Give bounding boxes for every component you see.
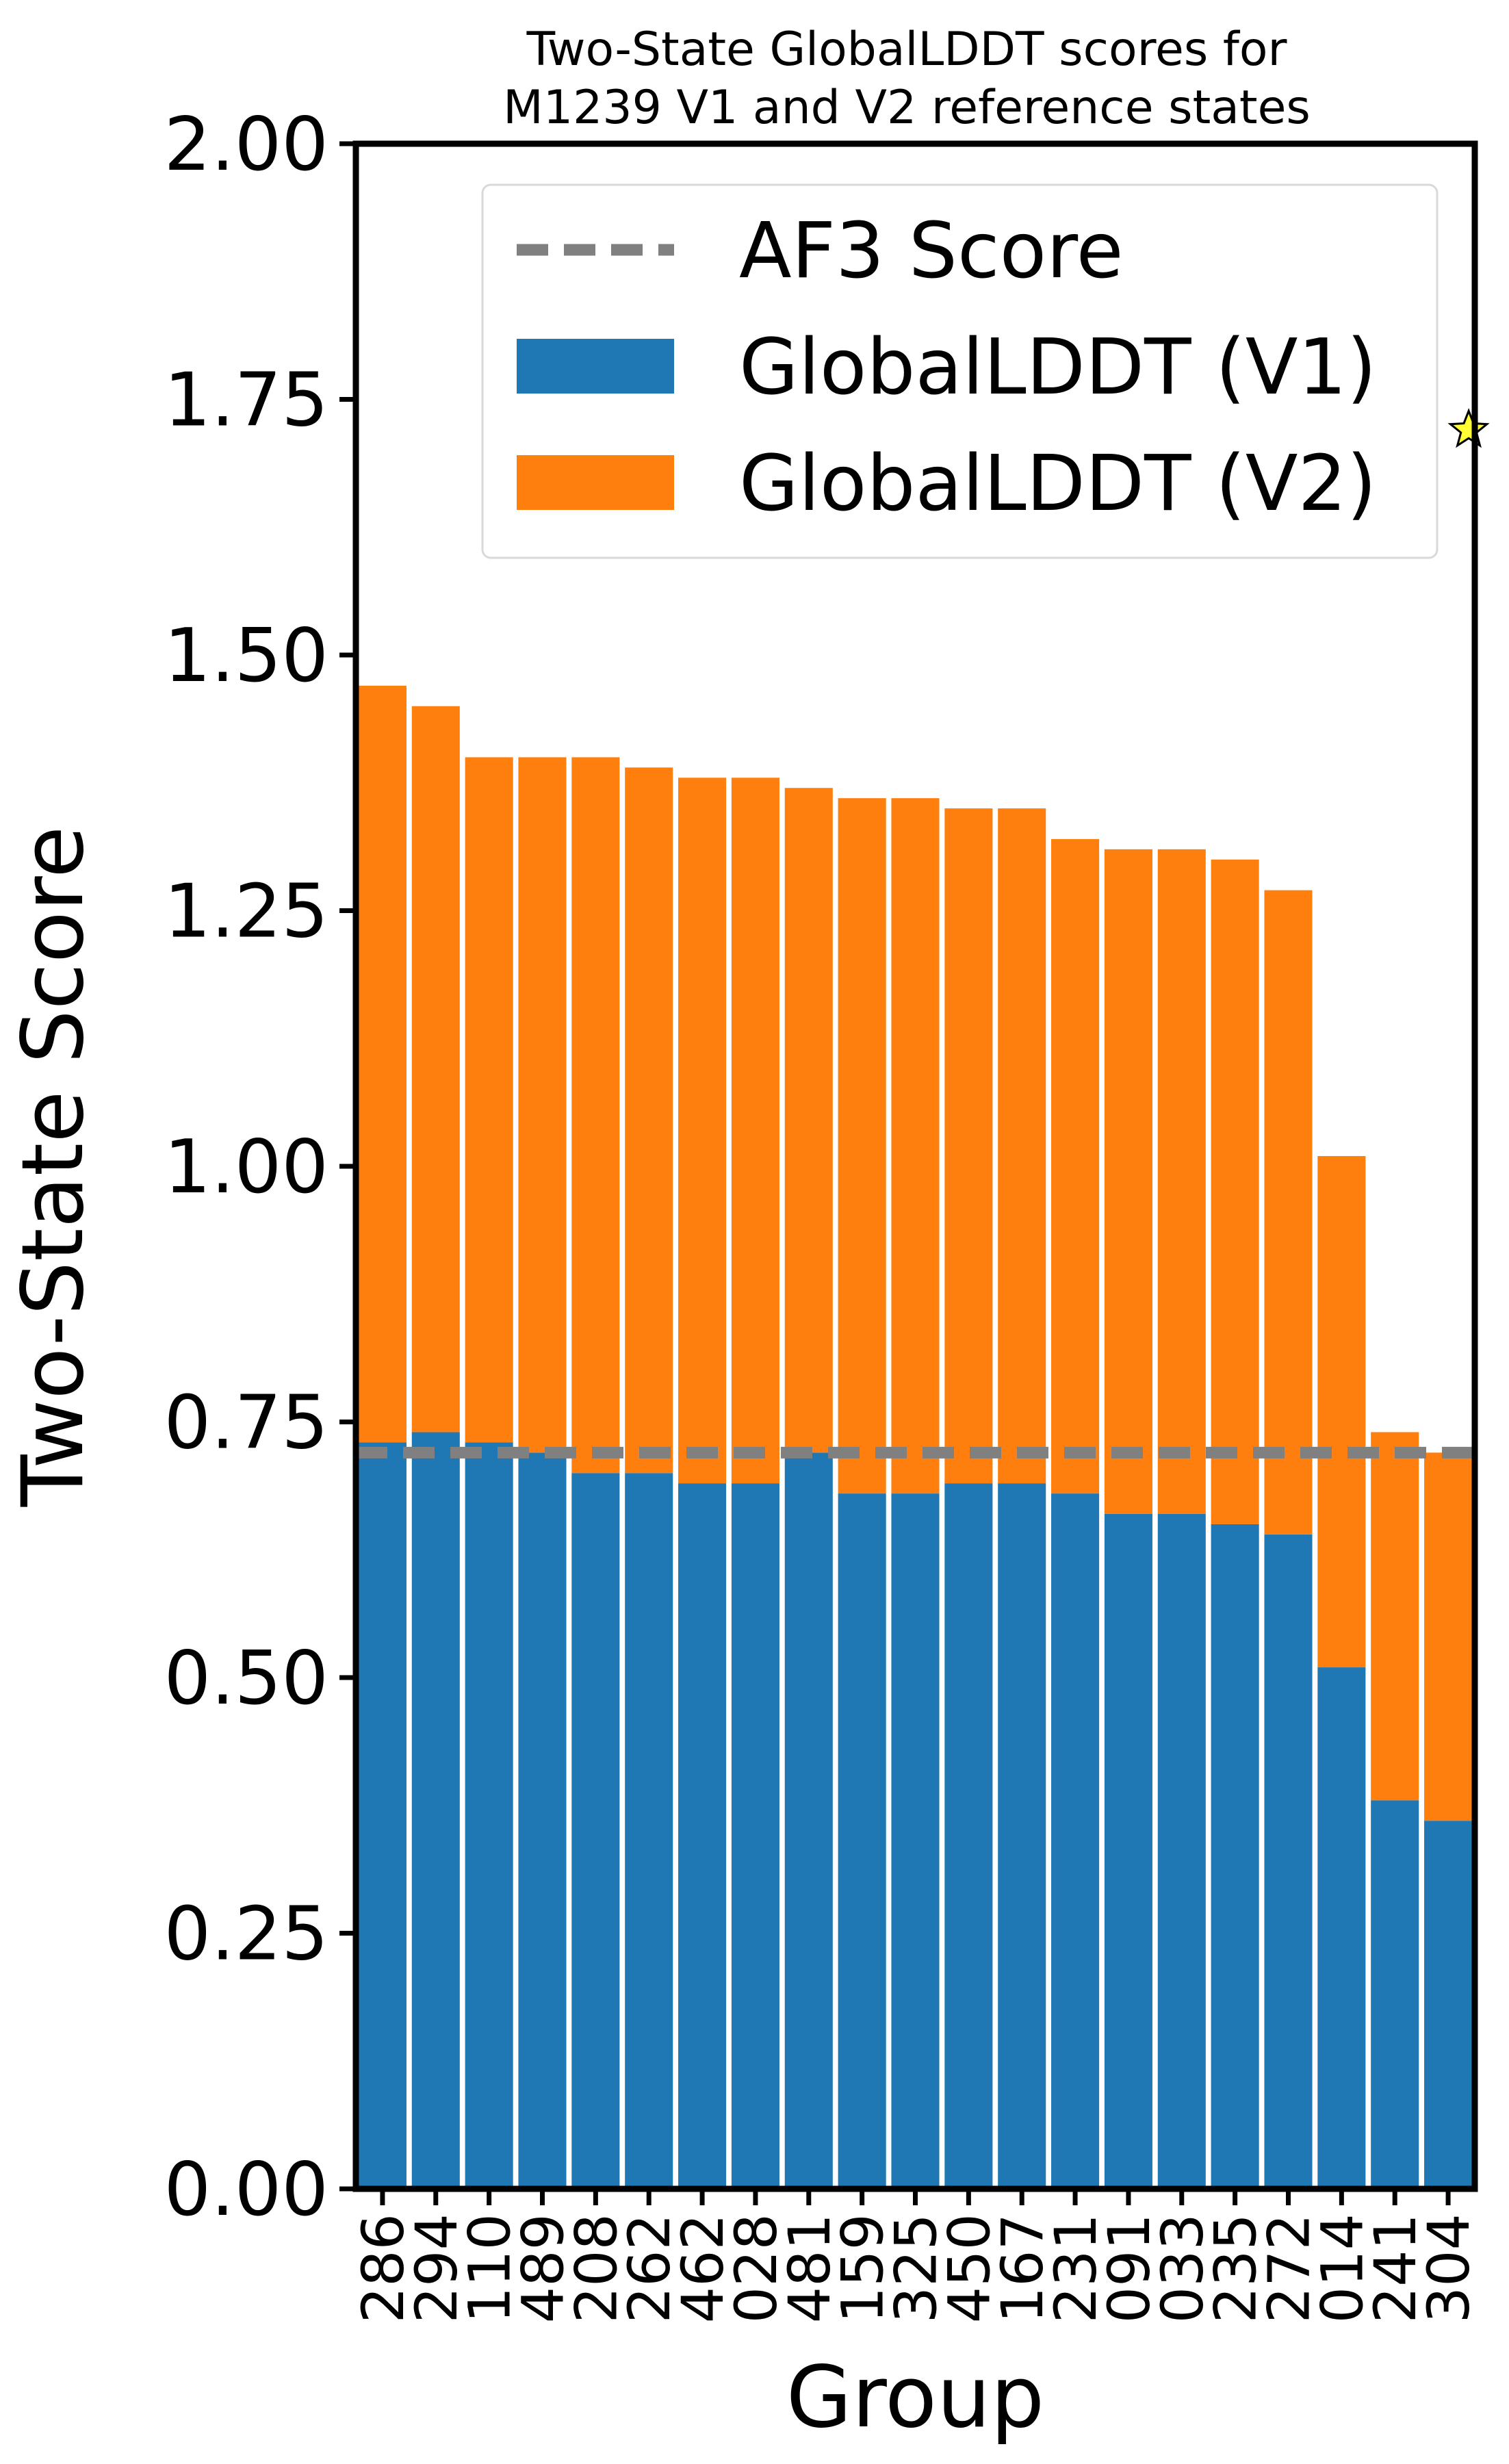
star-marker [1447,408,1490,448]
bar-462-v2 [678,778,727,1484]
y-tick-label: 2.00 [164,102,328,188]
x-tick-label-167: 167 [989,2213,1056,2323]
bar-235-v1 [1211,1524,1259,2189]
bar-241-v2 [1371,1432,1419,1801]
x-tick-label-462: 462 [669,2213,736,2323]
bar-110-v1 [465,1442,513,2189]
bar-304-v2 [1424,1452,1473,1821]
bar-014-v1 [1317,1667,1366,2189]
bar-231-v1 [1051,1493,1100,2189]
bar-286-v1 [358,1442,407,2189]
bar-159-v2 [838,798,886,1494]
star-marker-group [1447,408,1490,448]
x-tick-label-489: 489 [510,2213,577,2323]
x-tick-label-159: 159 [829,2213,897,2323]
bars [358,685,1473,2189]
y-tick-label: 0.75 [164,1381,328,1466]
bar-167-v2 [998,808,1046,1484]
legend: AF3 Score GlobalLDDT (V1) GlobalLDDT (V2… [481,183,1439,559]
bar-481-v2 [784,788,833,1453]
bar-286-v2 [358,685,407,1443]
bar-481-v1 [784,1452,833,2189]
legend-label-globallddt-v2: GlobalLDDT (V2) [739,439,1376,528]
chart-title-line-1: Two-State GlobalLDDT scores for [526,23,1287,77]
x-tick-label-481: 481 [776,2213,843,2323]
x-tick-label-272: 272 [1256,2213,1323,2323]
y-axis: 0.00 0.25 0.50 0.75 1.00 1.25 1.50 1.75 2.00 [164,102,356,2233]
x-tick-label-325: 325 [883,2213,950,2323]
bar-272-v1 [1264,1534,1313,2189]
bar-241-v1 [1371,1800,1419,2189]
plot-area [356,408,1490,2189]
y-tick-label: 1.50 [164,613,328,699]
y-axis-label: Two-State Score [4,826,103,1507]
bar-208-v1 [571,1473,620,2189]
x-tick-label-241: 241 [1362,2213,1429,2323]
bar-272-v2 [1264,890,1313,1535]
bar-325-v2 [891,798,940,1494]
y-tick-label: 0.25 [164,1892,328,1977]
x-tick-label-304: 304 [1415,2213,1482,2323]
x-tick-label-294: 294 [403,2213,470,2323]
y-tick-label: 1.25 [164,869,328,955]
bar-294-v2 [411,706,460,1433]
bar-262-v2 [625,767,673,1474]
legend-box [481,183,1439,559]
bar-014-v2 [1317,1156,1366,1668]
bar-159-v1 [838,1493,886,2189]
x-tick-label-450: 450 [936,2213,1003,2323]
x-tick-label-262: 262 [616,2213,683,2323]
bar-028-v2 [731,778,779,1484]
bar-091-v1 [1104,1513,1152,2189]
x-axis: 2862941104892082624620284811593254501672… [350,2189,1482,2323]
bar-091-v2 [1104,849,1152,1514]
bar-262-v1 [625,1473,673,2189]
bar-462-v1 [678,1483,727,2189]
bar-325-v1 [891,1493,940,2189]
y-tick-label: 1.00 [164,1125,328,1210]
x-tick-label-110: 110 [456,2213,524,2323]
y-tick-label: 0.00 [164,2147,328,2233]
y-tick-label: 1.75 [164,358,328,444]
legend-swatch-globallddt-v2 [517,455,674,510]
bar-028-v1 [731,1483,779,2189]
x-tick-label-091: 091 [1096,2213,1163,2323]
bar-231-v2 [1051,838,1100,1494]
bar-489-v1 [518,1452,567,2189]
x-axis-label: Group [786,2348,1045,2447]
x-tick-label-208: 208 [563,2213,630,2323]
legend-swatch-globallddt-v1 [517,339,674,394]
bar-489-v2 [518,757,567,1453]
x-tick-label-231: 231 [1042,2213,1109,2323]
x-tick-label-028: 028 [723,2213,790,2323]
bar-235-v2 [1211,859,1259,1524]
bar-450-v2 [944,808,993,1484]
bar-033-v1 [1157,1513,1206,2189]
x-tick-label-014: 014 [1308,2213,1376,2323]
bar-110-v2 [465,757,513,1443]
bar-033-v2 [1157,849,1206,1514]
x-tick-label-033: 033 [1149,2213,1216,2323]
chart-title-line-2: M1239 V1 and V2 reference states [503,81,1311,135]
bar-304-v1 [1424,1821,1473,2189]
x-tick-label-235: 235 [1202,2213,1269,2323]
legend-label-af3-score: AF3 Score [739,207,1124,296]
bar-208-v2 [571,757,620,1474]
bar-450-v1 [944,1483,993,2189]
legend-label-globallddt-v1: GlobalLDDT (V1) [739,323,1376,412]
bar-294-v1 [411,1432,460,2189]
bar-167-v1 [998,1483,1046,2189]
y-tick-label: 0.50 [164,1636,328,1721]
x-tick-label-286: 286 [350,2213,417,2323]
